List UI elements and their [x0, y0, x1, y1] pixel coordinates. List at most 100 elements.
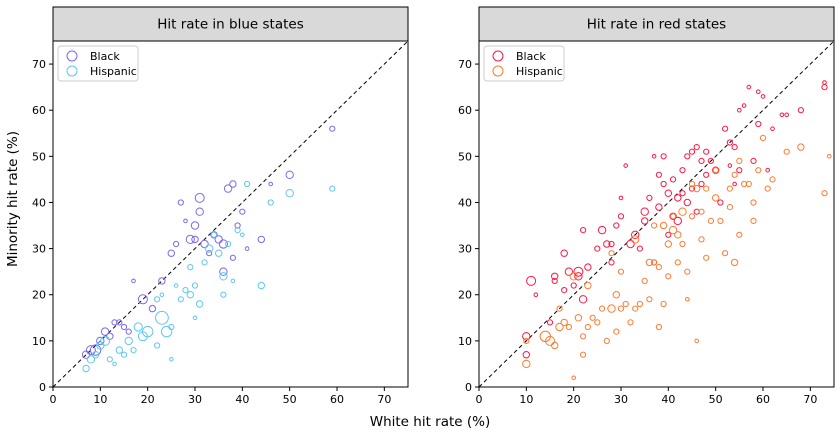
data-point-hispanic [267, 199, 274, 206]
data-point-hispanic [555, 322, 564, 332]
data-point-hispanic [627, 319, 634, 326]
x-tick-label: 30 [614, 393, 628, 406]
data-point-black [526, 275, 537, 286]
data-point-black [664, 189, 672, 197]
legend-blue: Black Hispanic [57, 45, 139, 82]
x-tick-label: 0 [50, 393, 57, 406]
data-point-hispanic [574, 314, 583, 322]
data-point-hispanic [186, 291, 195, 299]
x-tick-label: 50 [283, 393, 297, 406]
legend-label-hispanic-blue: Hispanic [90, 65, 137, 78]
data-point-hispanic [722, 250, 729, 257]
data-point-black [551, 277, 558, 284]
data-point-hispanic [745, 180, 752, 188]
data-point-black [669, 212, 677, 221]
y-tick-label: 50 [32, 150, 46, 163]
data-point-hispanic [608, 250, 615, 257]
data-point-black [683, 198, 691, 207]
data-point-black [120, 323, 128, 331]
data-point-black [618, 195, 624, 201]
data-point-black [603, 240, 611, 248]
data-point-black [257, 235, 265, 244]
data-point-hispanic [655, 323, 663, 331]
data-point-hispanic [234, 227, 241, 234]
data-point-black [584, 263, 592, 271]
data-point-black [674, 194, 682, 202]
data-point-hispanic [613, 328, 620, 335]
identity-line-blue [52, 40, 409, 388]
data-point-hispanic [100, 335, 111, 346]
data-point-black [218, 239, 228, 249]
x-tick-label: 0 [476, 393, 483, 406]
data-point-black [229, 180, 237, 188]
data-point-black [116, 319, 123, 326]
data-point-black [206, 250, 213, 257]
y-tick-label: 20 [458, 289, 472, 302]
data-point-black [779, 112, 785, 118]
data-point-black [797, 107, 805, 114]
data-point-black [173, 240, 180, 248]
data-point-black [608, 240, 615, 248]
data-point-black [726, 139, 734, 146]
data-point-hispanic [130, 347, 137, 354]
data-point-black [546, 319, 554, 326]
y-tick-label: 30 [32, 243, 46, 256]
y-tick-label: 40 [32, 196, 46, 209]
x-tick-label: 40 [661, 393, 675, 406]
data-point-hispanic [580, 351, 587, 358]
data-point-hispanic [225, 240, 232, 248]
data-point-black [722, 125, 729, 132]
data-point-hispanic [159, 292, 165, 298]
data-point-hispanic [560, 318, 568, 327]
data-point-black [234, 222, 241, 229]
data-point-hispanic [565, 323, 573, 331]
data-point-hispanic [91, 351, 100, 359]
data-point-black [655, 203, 663, 211]
data-point-black [746, 84, 752, 90]
data-point-black [89, 344, 102, 356]
data-point-hispanic [240, 232, 245, 238]
data-point-hispanic [659, 221, 668, 230]
data-point-hispanic [569, 272, 578, 281]
data-point-hispanic [631, 235, 640, 244]
data-point-black [285, 170, 294, 180]
legend-marker-black-blue [66, 50, 78, 62]
data-point-black [597, 225, 607, 235]
data-point-black [737, 107, 742, 113]
data-point-black [100, 327, 110, 336]
data-point-black [670, 176, 677, 183]
data-point-black [698, 180, 705, 188]
data-point-hispanic [219, 272, 228, 281]
data-point-black [698, 157, 705, 164]
data-point-hispanic [651, 259, 658, 266]
data-point-hispanic [755, 167, 762, 174]
data-point-black [329, 125, 336, 132]
data-point-black [679, 167, 686, 174]
data-point-hispanic [750, 199, 757, 206]
data-point-black [219, 267, 228, 276]
data-point-hispanic [201, 259, 208, 266]
data-point-hispanic [173, 283, 179, 288]
data-point-hispanic [594, 319, 601, 326]
data-point-black [194, 192, 205, 203]
data-point-black [158, 277, 166, 285]
y-tick-label: 0 [465, 381, 472, 394]
data-point-black [564, 267, 574, 276]
data-point-hispanic [632, 305, 639, 312]
legend-marker-hispanic-blue [66, 65, 78, 77]
legend-marker-black-red [492, 50, 504, 62]
data-point-hispanic [685, 297, 690, 302]
data-point-hispanic [603, 337, 610, 344]
y-tick-label: 10 [32, 335, 46, 348]
data-point-hispanic [112, 361, 117, 367]
identity-line-red [478, 40, 835, 388]
data-point-black [578, 295, 588, 304]
data-point-hispanic [584, 281, 592, 290]
data-point-hispanic [693, 184, 701, 193]
data-point-black [570, 282, 577, 289]
plot-frame-red [478, 40, 835, 388]
x-tick-label: 20 [141, 393, 155, 406]
data-point-black [177, 199, 184, 206]
data-point-hispanic [646, 296, 653, 303]
data-point-black [268, 181, 274, 187]
